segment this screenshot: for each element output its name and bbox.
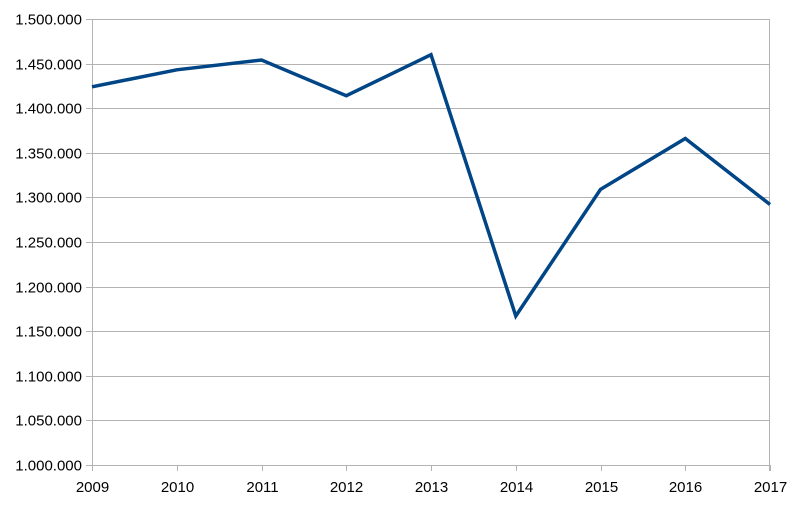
x-tick-label: 2017 <box>754 479 787 496</box>
x-tick-label: 2013 <box>415 479 448 496</box>
x-tick-label: 2011 <box>246 479 278 496</box>
series-line <box>91 52 772 320</box>
y-tick-label: 1.500.000 <box>15 12 82 29</box>
y-tick-label: 1.000.000 <box>15 458 82 475</box>
y-tick-label: 1.250.000 <box>15 235 82 252</box>
x-tick-label: 2012 <box>330 479 363 496</box>
x-tick-label: 2015 <box>585 479 618 496</box>
y-tick-label: 1.400.000 <box>15 101 82 118</box>
x-tick-label: 2016 <box>669 479 702 496</box>
axes <box>92 19 771 471</box>
y-tick-label: 1.150.000 <box>15 324 82 341</box>
x-tick-label: 2014 <box>500 479 533 496</box>
y-tick-label: 1.200.000 <box>15 280 82 297</box>
y-tick-label: 1.300.000 <box>15 190 82 207</box>
series-group <box>91 52 772 320</box>
x-tick-label: 2009 <box>76 479 109 496</box>
y-axis-tick-labels: 1.000.000 1.050.000 1.100.000 1.150.000 1.20… <box>15 12 82 475</box>
y-tick-label: 1.350.000 <box>15 146 82 163</box>
x-axis-tick-labels: 2009 2010 2011 2012 2013 2014 2015 2016 2017 <box>76 479 787 496</box>
gridlines <box>86 19 770 466</box>
y-tick-label: 1.450.000 <box>15 57 82 74</box>
x-tick-label: 2010 <box>161 479 194 496</box>
y-tick-label: 1.100.000 <box>15 369 82 386</box>
y-tick-label: 1.050.000 <box>15 413 82 430</box>
